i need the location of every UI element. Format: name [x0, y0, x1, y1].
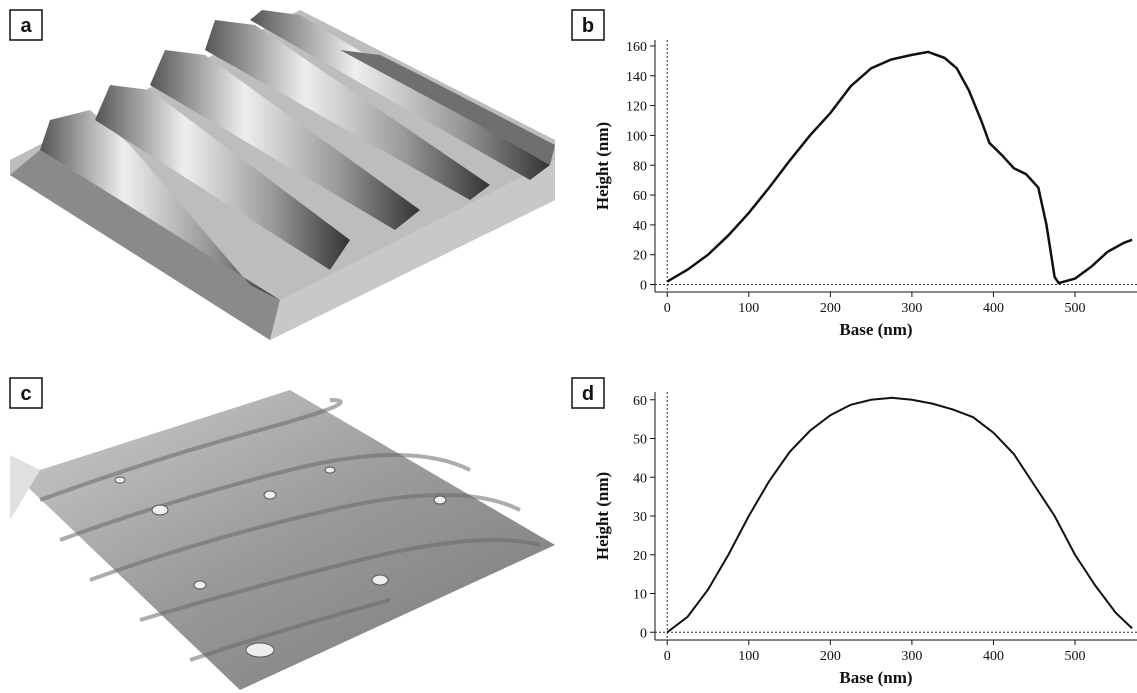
y-tick-label: 50 [633, 433, 647, 448]
panel-label: a [20, 15, 32, 37]
data-line [667, 52, 1132, 283]
panel-label: b [582, 15, 594, 37]
x-tick-label: 500 [1065, 301, 1086, 316]
x-tick-label: 100 [738, 649, 759, 664]
panel-label: d [582, 383, 594, 405]
y-tick-label: 160 [626, 40, 647, 55]
y-tick-label: 60 [633, 394, 647, 409]
x-tick-label: 300 [901, 301, 922, 316]
figure: abcd020406080100120140160010020030040050… [0, 0, 1137, 693]
data-line [667, 398, 1132, 632]
y-tick-label: 20 [633, 249, 647, 264]
afm-image-a [10, 10, 555, 340]
x-tick-label: 0 [664, 301, 671, 316]
y-tick-label: 20 [633, 549, 647, 564]
y-tick-label: 40 [633, 219, 647, 234]
y-tick-label: 140 [626, 70, 647, 85]
y-tick-label: 40 [633, 471, 647, 486]
y-tick-label: 120 [626, 100, 647, 115]
x-axis-label: Base (nm) [839, 668, 912, 687]
y-tick-label: 30 [633, 510, 647, 525]
x-axis-label: Base (nm) [839, 320, 912, 339]
y-tick-label: 0 [640, 279, 647, 294]
x-tick-label: 100 [738, 301, 759, 316]
panel-label: c [20, 383, 31, 405]
afm-image-c [10, 390, 555, 690]
y-tick-label: 0 [640, 626, 647, 641]
y-tick-label: 80 [633, 159, 647, 174]
x-tick-label: 400 [983, 649, 1004, 664]
y-tick-label: 60 [633, 189, 647, 204]
y-axis-label: Height (nm) [593, 472, 612, 560]
y-tick-label: 100 [626, 129, 647, 144]
y-tick-label: 10 [633, 588, 647, 603]
x-tick-label: 400 [983, 301, 1004, 316]
y-axis-label: Height (nm) [593, 122, 612, 210]
x-tick-label: 300 [901, 649, 922, 664]
x-tick-label: 0 [664, 649, 671, 664]
x-tick-label: 500 [1065, 649, 1086, 664]
page: {"panel_labels": ["a", "b", "c", "d"], "… [0, 0, 1137, 693]
x-tick-label: 200 [820, 301, 841, 316]
x-tick-label: 200 [820, 649, 841, 664]
